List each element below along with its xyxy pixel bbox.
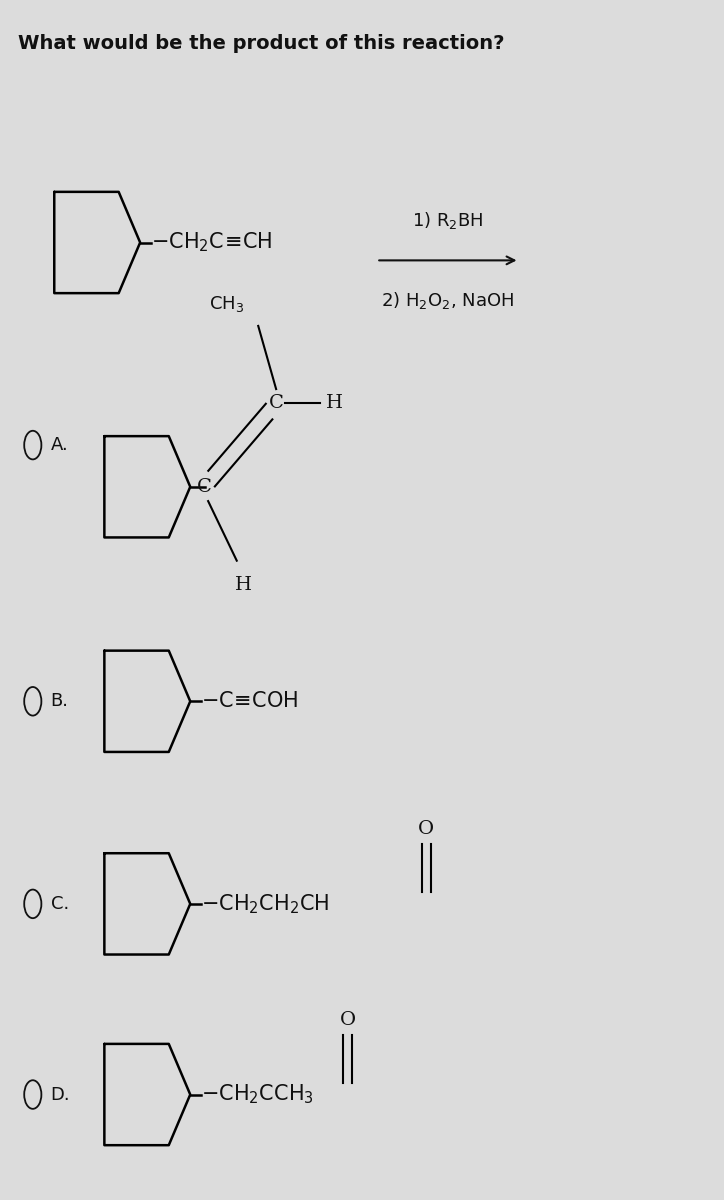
Text: $\mathregular{-CH_2C\!\equiv\!CH}$: $\mathregular{-CH_2C\!\equiv\!CH}$ [151,230,272,254]
Text: 1) $\mathregular{R_2BH}$: 1) $\mathregular{R_2BH}$ [412,210,484,230]
Text: C.: C. [51,895,69,913]
Text: $\mathregular{-C\!\equiv\!COH}$: $\mathregular{-C\!\equiv\!COH}$ [201,691,298,712]
Text: A.: A. [51,436,69,454]
Text: D.: D. [51,1086,70,1104]
Text: What would be the product of this reaction?: What would be the product of this reacti… [19,34,505,53]
Text: $\mathregular{CH_3}$: $\mathregular{CH_3}$ [209,294,244,314]
Text: $\mathregular{-CH_2CH_2CH}$: $\mathregular{-CH_2CH_2CH}$ [201,892,329,916]
Text: O: O [340,1010,355,1030]
Text: $\mathregular{-CH_2CCH_3}$: $\mathregular{-CH_2CCH_3}$ [201,1082,314,1106]
Text: O: O [418,821,434,839]
Text: H: H [327,395,343,413]
Text: C: C [269,395,284,413]
Text: H: H [235,576,253,594]
Text: C: C [197,478,212,496]
Text: 2) $\mathregular{H_2O_2}$, NaOH: 2) $\mathregular{H_2O_2}$, NaOH [382,290,515,311]
Text: B.: B. [51,692,69,710]
